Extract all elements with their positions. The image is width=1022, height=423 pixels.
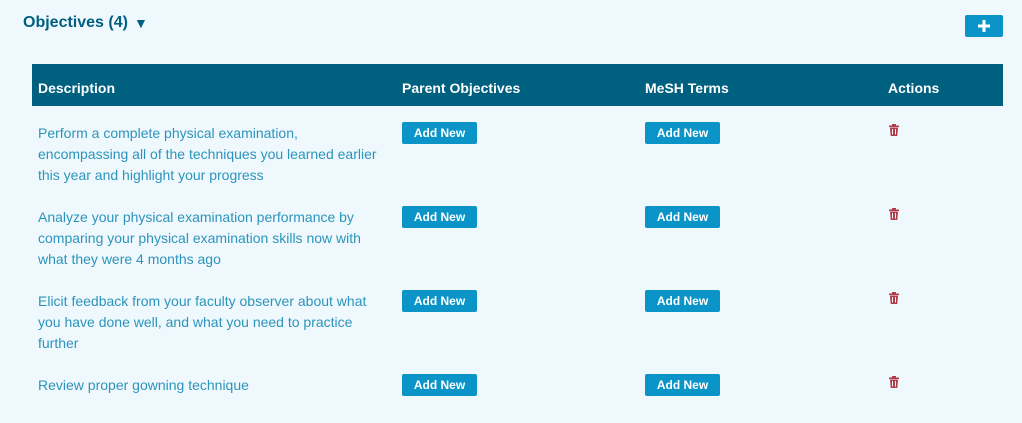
table-row: Elicit feedback from your faculty observ… <box>32 274 1003 358</box>
trash-icon[interactable] <box>888 208 900 220</box>
add-parent-objective-button[interactable]: Add New <box>402 206 477 228</box>
objective-description[interactable]: Elicit feedback from your faculty observ… <box>38 293 367 351</box>
table-row: Review proper gowning technique Add New … <box>32 358 1003 408</box>
add-parent-objective-button[interactable]: Add New <box>402 122 477 144</box>
column-header-mesh-terms: MeSH Terms <box>645 80 729 96</box>
table-row: Perform a complete physical examination,… <box>32 106 1003 190</box>
column-header-actions: Actions <box>888 80 940 96</box>
add-mesh-term-button[interactable]: Add New <box>645 290 720 312</box>
table-header: Description Parent Objectives MeSH Terms… <box>32 64 1003 106</box>
table-row: Analyze your physical examination perfor… <box>32 190 1003 274</box>
column-header-parent-objectives: Parent Objectives <box>402 80 521 96</box>
objectives-table: Description Parent Objectives MeSH Terms… <box>32 64 1003 408</box>
caret-down-icon: ▼ <box>133 15 148 31</box>
add-mesh-term-button[interactable]: Add New <box>645 122 720 144</box>
trash-icon[interactable] <box>888 376 900 388</box>
add-objective-button[interactable] <box>965 15 1003 37</box>
objective-description[interactable]: Analyze your physical examination perfor… <box>38 209 361 267</box>
objective-description[interactable]: Review proper gowning technique <box>38 377 249 393</box>
column-header-description: Description <box>38 80 116 96</box>
add-parent-objective-button[interactable]: Add New <box>402 290 477 312</box>
add-mesh-term-button[interactable]: Add New <box>645 374 720 396</box>
objective-description[interactable]: Perform a complete physical examination,… <box>38 125 377 183</box>
add-mesh-term-button[interactable]: Add New <box>645 206 720 228</box>
add-parent-objective-button[interactable]: Add New <box>402 374 477 396</box>
section-title: Objectives (4) <box>23 14 128 31</box>
objectives-toggle[interactable]: Objectives (4) ▼ <box>23 14 148 32</box>
trash-icon[interactable] <box>888 292 900 304</box>
trash-icon[interactable] <box>888 124 900 136</box>
plus-icon <box>978 20 990 32</box>
